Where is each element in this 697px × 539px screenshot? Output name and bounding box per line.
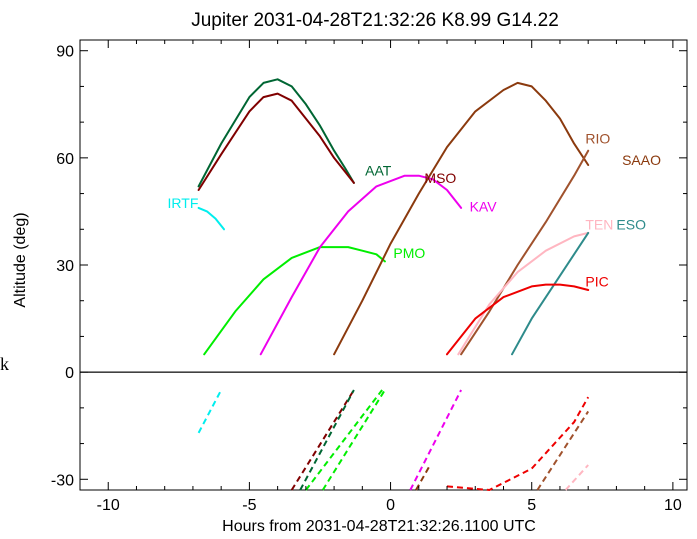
lower-series-line [446,396,590,492]
altitude-series [197,78,590,356]
lower-series-line [299,389,355,491]
series-label-pic: PIC [585,273,608,289]
axis-ticks: -10 -5 0 5 10 -30 0 30 60 90 [51,40,687,514]
x-tick-label: 10 [664,497,682,514]
x-tick-label: -5 [242,497,256,514]
series-line-saao [333,81,590,356]
lower-series-line [321,389,386,491]
lower-series-line [564,464,589,491]
plot-panels [79,39,688,491]
x-axis-label: Hours from 2031-04-28T21:32:26.1100 UTC [222,518,536,535]
y-tick-label: 90 [56,44,74,61]
lower-series-line [305,389,383,491]
stray-label: k [0,354,9,374]
chart-title: Jupiter 2031-04-28T21:32:26 K8.99 G14.22 [191,10,559,31]
series-label-aat: AAT [365,163,392,179]
lower-series-line [536,410,590,491]
observatory-labels: AAT MSO IRTF PMO KAV SAAO RIO TEN ESO PIC [168,131,662,290]
y-tick-label: -30 [51,472,74,489]
x-tick-label: 0 [386,497,395,514]
series-label-eso: ESO [616,216,646,232]
series-line-ten [457,231,590,356]
y-axis-label: Altitude (deg) [12,212,29,307]
series-label-pmo: PMO [393,245,425,261]
y-tick-label: 0 [65,365,74,382]
series-label-ten: TEN [585,216,613,232]
lower-series-line [415,464,431,491]
series-line-pic [446,283,590,356]
series-label-irtf: IRTF [168,195,199,211]
lower-panel-series [197,389,590,492]
x-tick-label: 5 [527,497,536,514]
series-line-eso [511,231,590,356]
x-tick-label: -10 [97,497,120,514]
series-line-aat [197,78,355,188]
lower-plot-frame [79,371,688,491]
series-line-rio [460,149,590,356]
series-line-pmo [203,246,386,356]
series-line-kav [259,174,463,356]
lower-series-line [409,389,462,491]
series-line-mso [197,92,355,191]
series-label-rio: RIO [585,131,610,147]
series-label-mso: MSO [424,170,456,186]
series-line-irtf [197,206,225,231]
series-label-saao: SAAO [622,152,661,168]
lower-series-line [197,389,223,434]
series-label-kav: KAV [470,198,498,214]
y-tick-label: 60 [56,151,74,168]
y-tick-label: 30 [56,258,74,275]
